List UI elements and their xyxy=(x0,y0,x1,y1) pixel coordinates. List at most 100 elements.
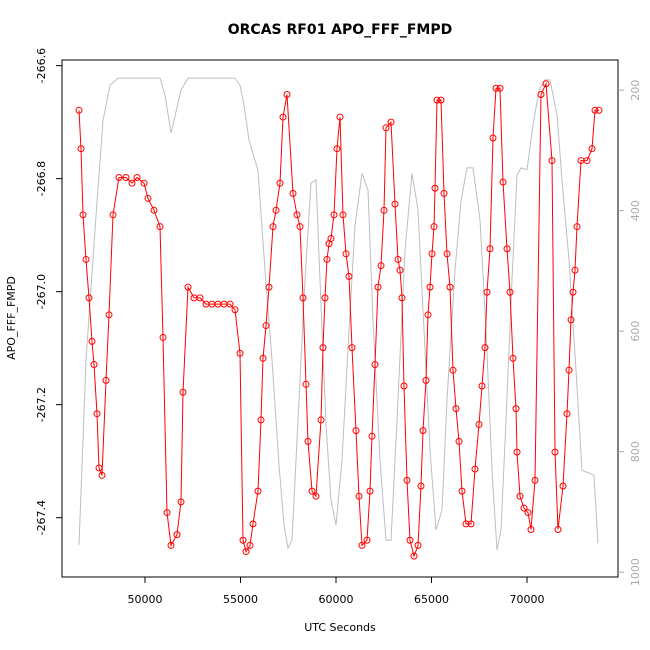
chart-title: ORCAS RF01 APO_FFF_FMPD xyxy=(228,22,453,38)
series-line xyxy=(78,77,599,550)
y2-tick-label: 600 xyxy=(629,321,642,342)
data-point xyxy=(428,250,436,258)
data-point xyxy=(226,300,234,308)
data-point xyxy=(492,84,500,92)
data-point xyxy=(262,322,270,330)
data-point xyxy=(102,376,110,384)
data-point xyxy=(236,349,244,357)
data-point xyxy=(422,376,430,384)
data-point xyxy=(583,157,591,165)
data-point xyxy=(396,266,404,274)
x-tick-label: 65000 xyxy=(414,593,449,606)
data-point xyxy=(330,211,338,219)
data-point xyxy=(449,366,457,374)
data-point xyxy=(115,174,123,182)
y-tick-label: -267.4 xyxy=(35,500,48,535)
data-point xyxy=(509,354,517,362)
data-point xyxy=(259,354,267,362)
series-line xyxy=(78,81,599,558)
data-point xyxy=(150,206,158,214)
data-point xyxy=(276,179,284,187)
data-point xyxy=(231,306,239,314)
data-point xyxy=(179,388,187,396)
data-point xyxy=(554,526,562,534)
data-point xyxy=(406,536,414,544)
data-point xyxy=(380,206,388,214)
data-point xyxy=(122,174,130,182)
data-point xyxy=(184,283,192,291)
plot-frame xyxy=(61,59,619,578)
data-point xyxy=(458,487,466,495)
data-point xyxy=(177,498,185,506)
data-point xyxy=(279,113,287,121)
data-point xyxy=(159,333,167,341)
data-point xyxy=(430,223,438,231)
data-point xyxy=(520,504,528,512)
data-point xyxy=(400,382,408,390)
x-tick-label: 55000 xyxy=(223,593,258,606)
data-point xyxy=(591,106,599,114)
y2-tick-label: 200 xyxy=(629,80,642,101)
data-point xyxy=(93,410,101,418)
data-point xyxy=(512,405,520,413)
data-point xyxy=(77,145,85,153)
data-point xyxy=(283,90,291,98)
data-point xyxy=(98,471,106,479)
data-point xyxy=(246,541,254,549)
y-tick-label: -266.8 xyxy=(35,161,48,196)
data-point xyxy=(542,80,550,88)
data-point xyxy=(387,118,395,126)
data-point xyxy=(308,487,316,495)
data-point xyxy=(366,487,374,495)
data-point xyxy=(419,427,427,435)
data-point xyxy=(254,487,262,495)
data-point xyxy=(403,476,411,484)
data-point xyxy=(333,145,341,153)
y-tick-label: -267.0 xyxy=(35,274,48,309)
data-point xyxy=(82,255,90,263)
data-point xyxy=(563,410,571,418)
data-point xyxy=(173,531,181,539)
data-point xyxy=(371,361,379,369)
data-point xyxy=(569,288,577,296)
data-point xyxy=(524,509,532,517)
data-point xyxy=(289,189,297,197)
data-point xyxy=(452,405,460,413)
y-tick-label: -267.2 xyxy=(35,387,48,422)
data-point xyxy=(348,344,356,352)
x-axis-label: UTC Seconds xyxy=(304,621,376,634)
data-point xyxy=(140,179,148,187)
data-point xyxy=(242,548,250,556)
data-point xyxy=(588,145,596,153)
data-point xyxy=(374,283,382,291)
data-point xyxy=(475,420,483,428)
data-point xyxy=(567,316,575,324)
data-point xyxy=(167,541,175,549)
data-point xyxy=(79,211,87,219)
data-point xyxy=(595,106,603,114)
data-point xyxy=(239,536,247,544)
y-tick-label: -266.6 xyxy=(35,48,48,83)
data-point xyxy=(462,520,470,528)
data-point xyxy=(299,294,307,302)
data-point xyxy=(368,432,376,440)
data-point xyxy=(433,96,441,104)
data-point xyxy=(391,200,399,208)
data-point xyxy=(339,211,347,219)
data-point xyxy=(85,294,93,302)
data-point xyxy=(417,482,425,490)
data-point xyxy=(323,255,331,263)
data-point xyxy=(503,245,511,253)
data-point xyxy=(88,337,96,345)
data-point xyxy=(424,311,432,319)
data-point xyxy=(471,465,479,473)
data-point xyxy=(336,113,344,121)
data-point xyxy=(90,361,98,369)
data-point xyxy=(551,448,559,456)
data-point xyxy=(481,344,489,352)
data-point xyxy=(319,344,327,352)
data-point xyxy=(317,416,325,424)
data-point xyxy=(352,427,360,435)
data-point xyxy=(437,96,445,104)
data-point xyxy=(548,157,556,165)
